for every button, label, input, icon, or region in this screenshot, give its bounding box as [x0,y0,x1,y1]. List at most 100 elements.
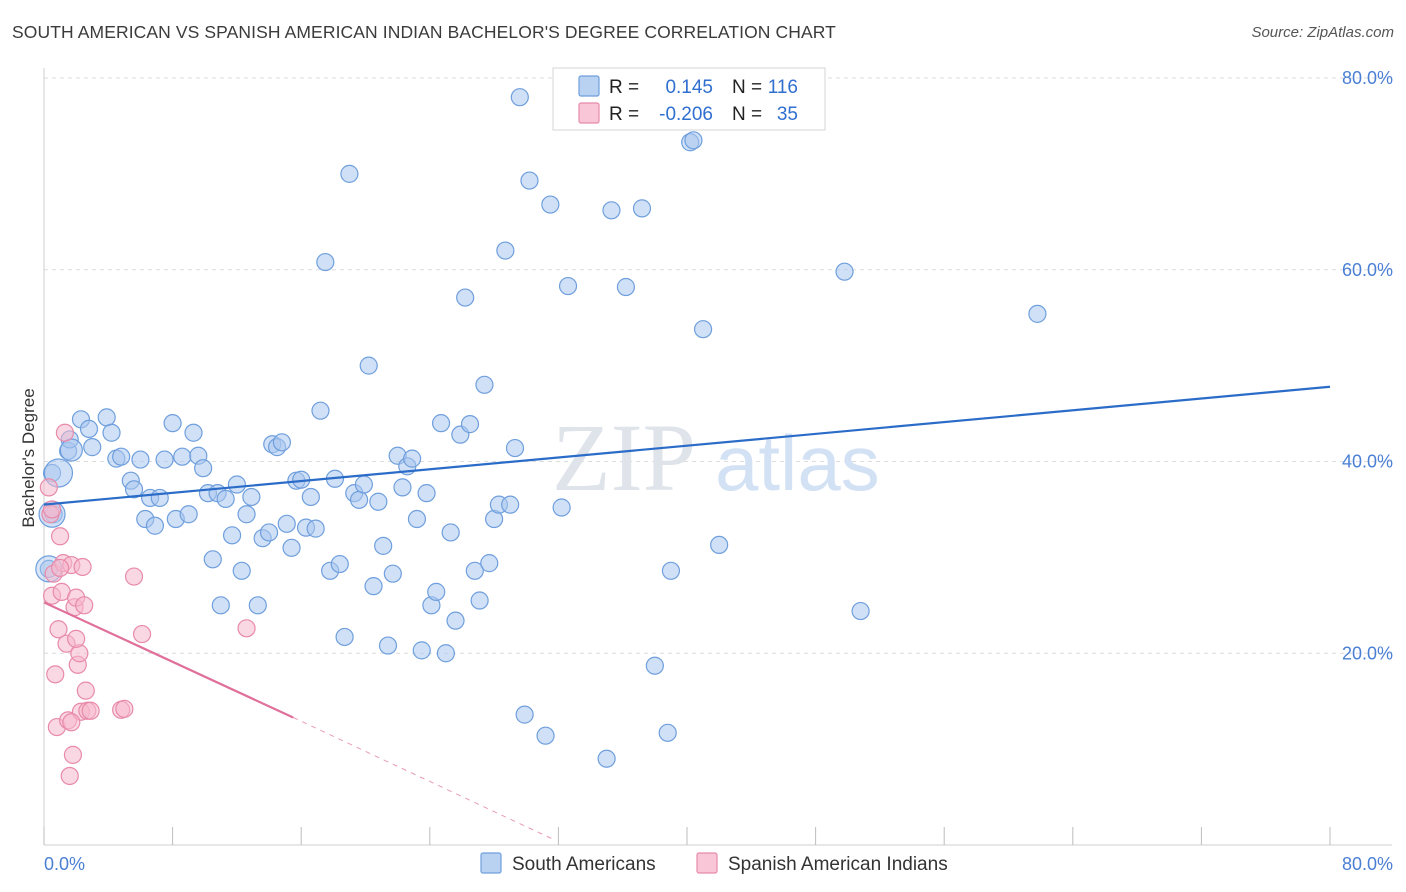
y-tick-label: 40.0% [1342,452,1393,472]
south-american-point [835,262,854,281]
south-american-point [658,723,677,742]
trend-line-south-americans [43,385,1331,506]
bottom-legend: South Americans Spanish American Indians [480,852,948,875]
south-american-point [359,356,378,375]
south-american-point [242,487,261,507]
spanish-american-indian-point [81,701,100,720]
south-american-point [536,726,555,745]
stats-n-value-blue: 116 [768,77,798,98]
spanish-american-indian-point [115,699,134,718]
spanish-american-indian-point [73,557,92,577]
south-american-point [632,199,652,218]
y-tick-label: 20.0% [1342,643,1393,663]
south-american-point [83,438,102,457]
south-american-point [693,320,713,339]
stats-legend-box: R = 0.145 N = 116 R = -0.206 N = 35 [552,67,826,131]
x-tick-label: 0.0% [44,854,85,874]
watermark-zip: ZIP [552,404,696,511]
trend-lines [43,385,1331,841]
south-american-point [179,505,198,524]
stats-r-value-pink: -0.206 [659,104,713,125]
south-american-point [505,438,525,458]
south-american-point [480,554,499,573]
trend-line-spanish-american-indians [43,601,294,719]
south-american-point [349,490,369,509]
legend-swatch-south-americans [480,852,502,874]
south-american-point [558,276,578,296]
south-american-point [97,408,116,427]
south-american-point [383,564,402,583]
stats-n-label: N = [732,104,762,125]
south-american-point [541,195,560,214]
south-american-point [475,375,494,394]
south-americans-points [35,88,1047,768]
spanish-american-indian-point [50,527,70,546]
south-american-point [316,252,335,272]
south-american-point [441,523,460,542]
axes [43,68,1392,846]
stats-r-label: R = [609,77,639,98]
stats-n-label: N = [732,77,762,98]
south-american-point [552,498,571,517]
south-american-point [602,201,621,220]
spanish-american-indian-point [39,478,58,497]
south-american-point [710,535,729,555]
south-american-point [150,488,169,508]
spanish-american-indian-point [62,713,81,732]
south-american-point [112,447,131,466]
grid-lines [44,77,1392,654]
south-american-point [1028,304,1047,323]
south-american-point [417,484,436,503]
south-american-point [203,550,222,569]
south-american-point [222,526,242,545]
south-american-point [851,601,870,621]
watermark: ZIP atlas [552,404,880,511]
south-american-point [145,516,165,535]
south-american-point [393,478,412,497]
stats-r-label: R = [609,104,639,125]
spanish-american-indian-point [46,665,65,684]
south-american-point [403,449,422,468]
spanish-american-indian-point [76,681,95,700]
spanish-american-indian-point [75,596,94,615]
stats-n-value-pink: 35 [777,104,798,125]
south-american-point [460,415,480,434]
south-american-point [412,641,431,660]
south-american-point [496,241,515,260]
spanish-american-indian-point [237,619,256,638]
south-american-point [131,450,150,469]
chart-title: SOUTH AMERICAN VS SPANISH AMERICAN INDIA… [12,22,836,42]
south-american-point [335,627,354,647]
spanish-american-indian-point [132,624,152,644]
south-american-point [277,514,296,533]
south-american-point [456,288,475,307]
south-american-point [684,131,703,150]
spanish-american-indian-point [67,629,86,648]
south-american-point [369,492,388,511]
south-american-point [340,164,359,183]
south-american-point [216,489,235,508]
south-american-point [211,596,230,615]
south-american-point [427,582,446,601]
south-american-point [259,523,279,542]
south-american-point [173,447,192,466]
spanish-american-indian-point [49,620,68,639]
south-american-point [364,577,383,596]
x-tick-label: 80.0% [1342,854,1393,874]
y-tick-label: 80.0% [1342,68,1393,88]
spanish-american-indian-point [55,423,74,442]
legend-label-south-americans: South Americans [512,854,656,875]
south-american-point [301,487,320,507]
trend-line-spanish-american-indians-extension [292,717,556,841]
south-american-point [306,519,325,538]
south-american-point [510,88,529,107]
legend-swatch-spanish-american-indians [696,852,718,874]
y-tick-label: 60.0% [1342,260,1393,280]
south-american-point [124,480,144,499]
south-american-point [645,656,664,675]
south-american-point [446,611,465,630]
south-american-point [163,414,182,433]
watermark-atlas: atlas [715,419,880,507]
south-american-point [272,433,292,452]
